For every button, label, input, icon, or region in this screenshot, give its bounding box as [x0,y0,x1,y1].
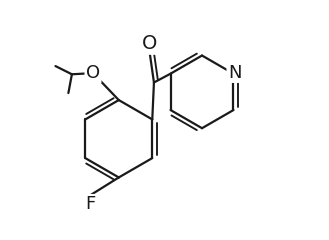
Text: F: F [86,195,96,213]
Text: O: O [141,34,157,53]
Text: N: N [228,64,241,82]
Text: O: O [86,64,100,82]
